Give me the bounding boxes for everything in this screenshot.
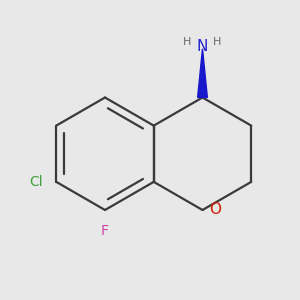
Text: Cl: Cl [29,175,42,189]
Text: N: N [197,39,208,54]
Text: O: O [210,202,222,217]
Polygon shape [198,49,207,98]
Text: H: H [183,37,192,47]
Text: H: H [213,37,222,47]
Text: F: F [101,224,109,238]
